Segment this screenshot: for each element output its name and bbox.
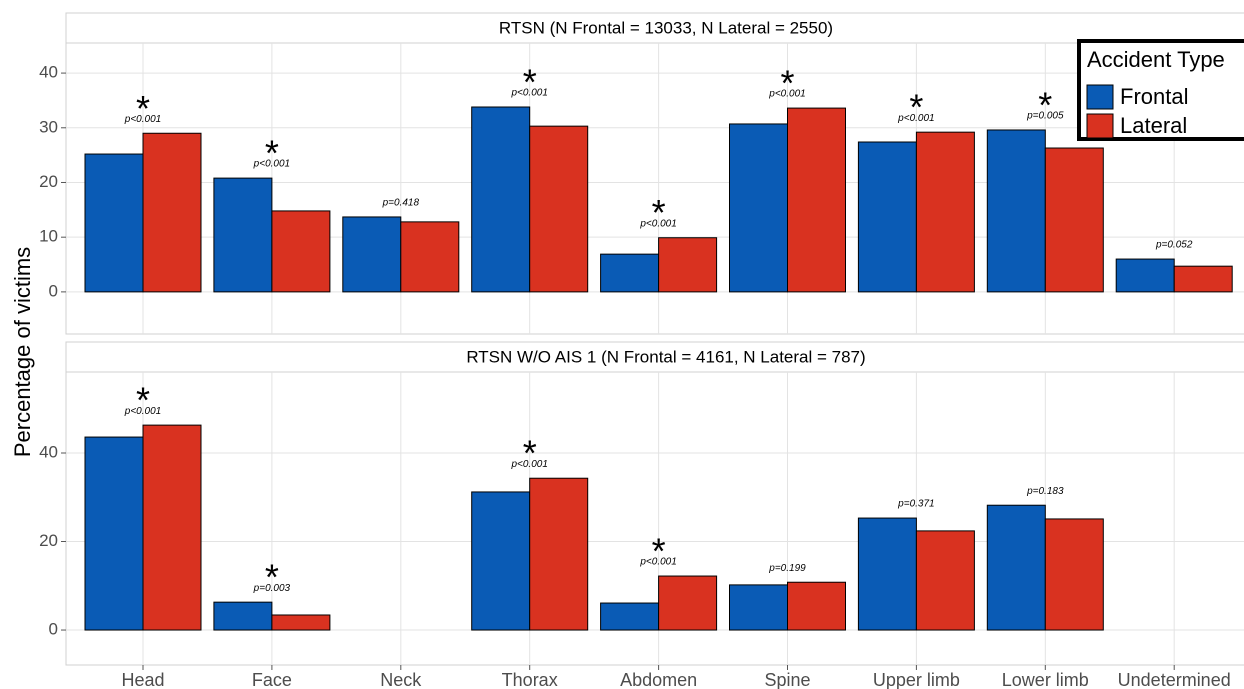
x-tick-label: Face	[252, 670, 292, 689]
bar	[1044, 518, 1104, 631]
y-tick-label: 0	[49, 620, 58, 639]
p-value-label: p=0.418	[382, 198, 420, 209]
p-value-label: p=0.199	[768, 563, 806, 574]
facet-title: RTSN (N Frontal = 13033, N Lateral = 255…	[499, 18, 833, 37]
bar	[1044, 147, 1104, 293]
x-tick-label: Undetermined	[1118, 670, 1231, 689]
p-value-label: p<0.001	[768, 89, 805, 100]
significance-star: *	[136, 380, 150, 421]
bar	[729, 123, 788, 293]
significance-star: *	[265, 557, 279, 598]
bar	[986, 504, 1046, 631]
p-value-label: p<0.001	[639, 557, 676, 568]
p-value-label: p<0.001	[510, 88, 547, 99]
bar	[787, 107, 846, 293]
y-tick-label: 10	[39, 227, 58, 246]
bar	[84, 436, 144, 631]
significance-star: *	[909, 87, 923, 128]
y-axis-label: Percentage of victims	[10, 247, 35, 457]
bar	[658, 575, 718, 631]
significance-star: *	[780, 63, 794, 104]
bar	[857, 517, 917, 631]
facet-strip	[65, 12, 1244, 44]
p-value-label: p<0.001	[639, 218, 676, 229]
significance-star: *	[523, 62, 537, 103]
bar	[213, 601, 273, 631]
facet-title: RTSN W/O AIS 1 (N Frontal = 4161, N Late…	[466, 347, 865, 366]
bar	[600, 253, 660, 293]
bar	[529, 477, 589, 631]
p-value-label: p=0.005	[1026, 111, 1064, 122]
legend-swatch	[1086, 84, 1114, 110]
bar	[915, 530, 975, 631]
bar	[857, 141, 917, 293]
x-tick-label: Head	[121, 670, 164, 689]
legend-swatch	[1086, 113, 1114, 139]
significance-star: *	[136, 88, 150, 129]
legend-label: Frontal	[1120, 84, 1188, 109]
bar	[400, 221, 460, 293]
bar	[271, 614, 331, 631]
bar	[600, 602, 660, 631]
bar	[271, 210, 331, 293]
significance-star: *	[265, 133, 279, 174]
p-value-label: p<0.001	[124, 114, 161, 125]
x-tick-label: Spine	[764, 670, 810, 689]
x-tick-label: Abdomen	[620, 670, 697, 689]
bar	[84, 153, 144, 293]
bar	[342, 216, 402, 293]
bar	[471, 491, 531, 631]
legend-label: Lateral	[1120, 113, 1187, 138]
p-value-label: p=0.183	[1026, 486, 1064, 497]
significance-star: *	[652, 192, 666, 233]
bar	[1173, 265, 1233, 293]
y-tick-label: 30	[39, 117, 58, 136]
y-tick-label: 40	[39, 63, 58, 82]
x-tick-label: Thorax	[502, 670, 558, 689]
bar	[142, 424, 202, 631]
y-tick-label: 20	[39, 172, 58, 191]
p-value-label: p=0.052	[1155, 240, 1193, 251]
p-value-label: p=0.371	[897, 499, 934, 510]
bar	[915, 131, 975, 293]
legend-title: Accident Type	[1087, 47, 1225, 72]
significance-star: *	[1038, 84, 1052, 125]
y-tick-label: 0	[49, 281, 58, 300]
p-value-label: p<0.001	[124, 406, 161, 417]
bar	[1115, 258, 1175, 293]
x-tick-label: Neck	[380, 670, 422, 689]
bar	[658, 237, 718, 293]
y-tick-label: 40	[39, 442, 58, 461]
facet-strip	[65, 341, 1244, 373]
bar	[787, 581, 846, 631]
bar	[529, 125, 589, 293]
p-value-label: p=0.003	[253, 583, 291, 594]
x-tick-label: Upper limb	[873, 670, 960, 689]
bar	[729, 584, 788, 631]
p-value-label: p<0.001	[253, 159, 290, 170]
x-tick-label: Lower limb	[1002, 670, 1089, 689]
bar	[986, 129, 1046, 293]
p-value-label: p<0.001	[897, 113, 934, 124]
bar	[213, 177, 273, 293]
bar	[471, 106, 531, 293]
significance-star: *	[652, 531, 666, 572]
bar	[142, 132, 202, 293]
y-tick-label: 20	[39, 531, 58, 550]
significance-star: *	[523, 433, 537, 474]
p-value-label: p<0.001	[510, 459, 547, 470]
